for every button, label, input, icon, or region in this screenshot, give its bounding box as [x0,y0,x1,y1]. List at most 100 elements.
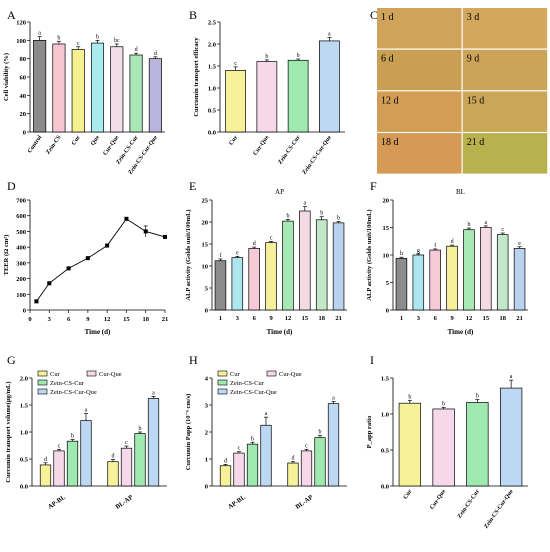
bar [398,402,422,487]
micrograph-label: 9 d [467,54,480,65]
significance-letter: c [77,41,80,47]
x-tick-label: 6 [253,315,257,322]
y-tick-label: 0 [205,308,208,315]
significance-letter: b [476,394,479,400]
significance-letter: b [251,436,254,442]
bar [327,403,340,487]
micrograph-tile [377,91,462,132]
y-tick-label: 0.5 [381,448,390,455]
significance-letter: b [265,54,268,60]
y-tick-label: 1.5 [20,403,29,410]
data-point [105,243,110,248]
significance-letter: c [270,235,273,241]
legend-label: Zein-CS-Cur-Que [50,389,97,396]
y-tick-label: 60 [20,75,27,82]
x-tick-label: 0 [28,316,31,323]
x-tick-label: 9 [450,315,454,322]
bar [66,440,79,487]
y-axis-label: TEER (Ω cm²) [3,235,10,276]
legend-label: Cur-Que [279,371,302,378]
micrograph-label: 3 d [467,12,480,23]
y-tick-label: 600 [16,213,26,220]
legend-swatch [37,388,48,395]
bar [446,245,458,311]
y-tick-label: 3 [205,403,209,410]
y-tick-label: 10 [202,264,209,271]
y-axis-label: Curcumin Papp (10⁻⁶ cm/s) [185,394,192,471]
bar [214,260,227,311]
bar [53,450,65,487]
significance-letter: a [328,31,331,37]
x-tick-label: 12 [104,316,111,323]
significance-letter: a [484,220,487,226]
bar [412,254,425,311]
bar [107,461,119,487]
legend-swatch [266,370,277,377]
y-tick-label: 700 [16,198,26,205]
legend-label: Zein-CS-Cur [50,380,85,387]
significance-letter: a [303,201,306,207]
data-point [85,256,90,261]
x-tick-label: 9 [269,315,273,322]
x-tick-label: 3 [236,315,240,322]
x-tick-label: 3 [417,315,421,322]
y-tick-label: 4 [205,376,209,383]
y-tick-label: 1.5 [208,64,217,71]
significance-letter: b [297,53,300,59]
significance-letter: d [135,47,138,53]
significance-letter: b [442,402,445,408]
y-tick-label: 40 [20,93,27,100]
chart-title: BL [456,188,465,196]
significance-letter: a [85,408,88,414]
significance-letter: a [510,374,513,380]
y-tick-label: 200 [16,276,26,283]
significance-letter: d [112,454,115,460]
bar [148,58,162,133]
data-point [143,229,148,234]
y-tick-label: 0 [23,308,26,315]
bar [225,70,246,133]
chart-title: AP [275,188,284,196]
y-tick-label: 400 [16,245,26,252]
significance-letter: c [58,443,61,449]
panel-label-h: H [189,353,198,367]
y-tick-label: 500 [16,229,26,236]
x-axis-label: Time (d) [85,328,111,336]
significance-letter: b [96,34,99,40]
y-tick-label: 2 [205,430,208,437]
bar [480,227,492,311]
significance-letter: e [518,241,521,247]
bar [71,49,85,133]
significance-letter: f [219,252,221,259]
bar [466,402,489,487]
micrograph-tile [462,133,548,174]
x-tick-label: Cur [228,134,239,146]
y-tick-label: 1 [205,457,208,464]
significance-letter: a [332,395,335,401]
y-tick-label: 0 [23,130,26,137]
bar [287,59,309,133]
significance-letter: c [125,440,128,446]
y-tick-label: 120 [16,20,26,27]
data-point [66,266,71,271]
bar [147,398,160,487]
bar [282,220,294,311]
significance-letter: d [253,241,256,247]
y-tick-label: 0.0 [381,484,389,491]
legend-label: Cur [50,371,61,378]
significance-letter: b [71,434,74,440]
bar [33,39,47,133]
micrograph-label: 1 d [381,12,394,23]
micrograph-label: 18 d [381,137,399,148]
bar [287,462,299,487]
panel-labels: A B C D E F G H I [7,8,378,367]
significance-letter: a [265,411,268,417]
y-axis-label: P_app ratio [366,416,373,449]
y-tick-label: 0.5 [208,108,217,115]
y-tick-label: 2.0 [208,42,216,49]
x-axis-label: Time (d) [267,328,293,336]
significance-letter: c [238,446,241,452]
chart-g: 0.0 0.5 1.0 1.5 2.0 Curcumin transport volume… [5,370,167,511]
bar [315,219,328,311]
y-tick-label: 15 [383,225,390,232]
